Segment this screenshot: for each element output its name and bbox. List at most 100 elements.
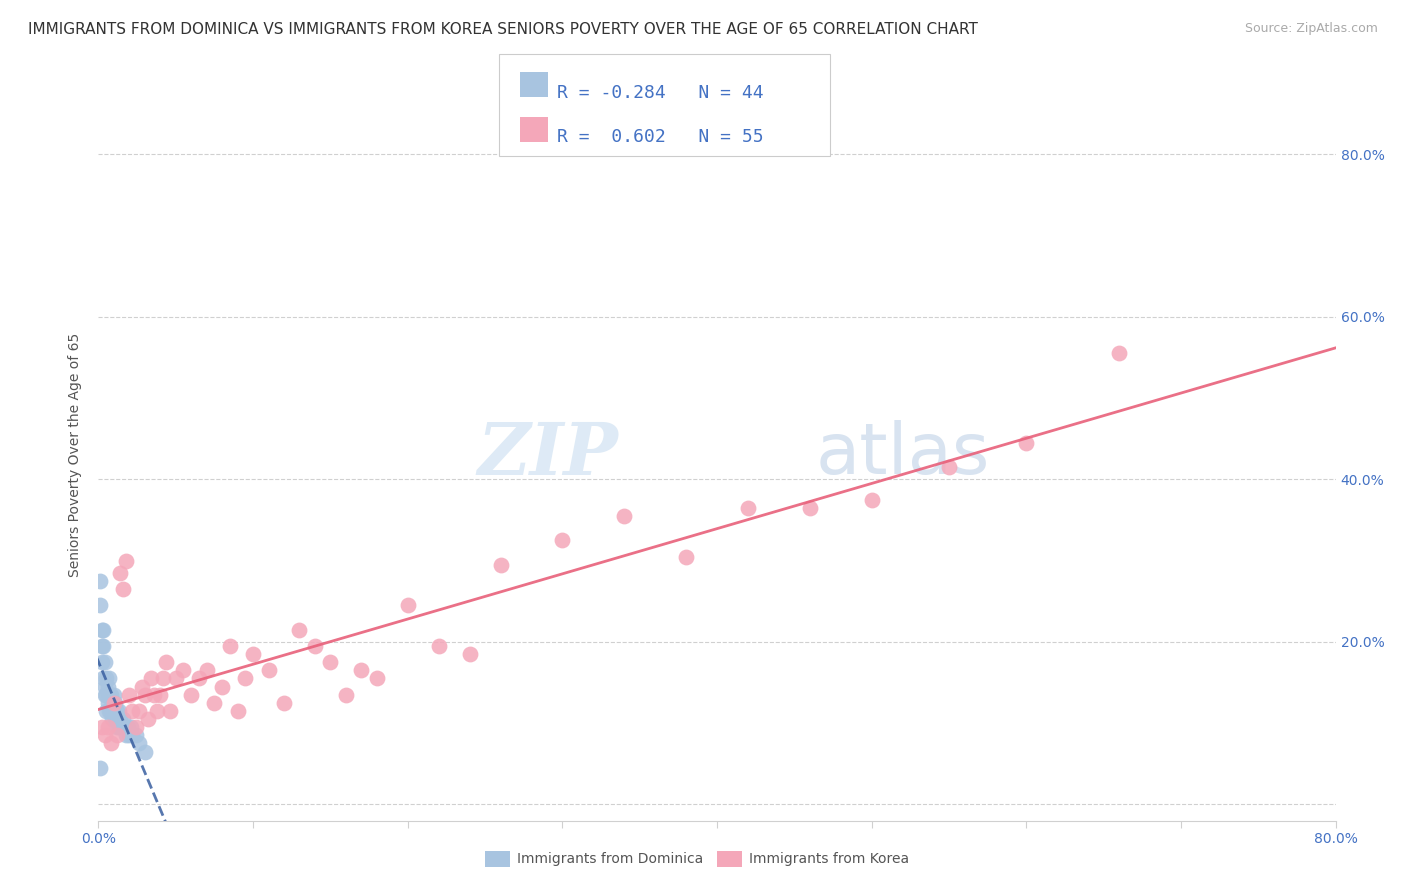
Point — [107, 704, 129, 718]
Point — [1015, 435, 1038, 450]
Point — [90, 655, 112, 669]
Point — [98, 672, 121, 686]
Point — [104, 712, 127, 726]
Point — [737, 500, 759, 515]
Point — [350, 663, 373, 677]
Point — [273, 696, 295, 710]
Point — [396, 599, 419, 613]
Point — [173, 663, 195, 677]
Y-axis label: Seniors Poverty Over the Age of 65: Seniors Poverty Over the Age of 65 — [69, 333, 83, 577]
Point — [112, 582, 135, 596]
Point — [613, 508, 636, 523]
Point — [96, 688, 118, 702]
Point — [100, 688, 122, 702]
Point — [489, 558, 512, 572]
Point — [103, 704, 125, 718]
Point — [124, 720, 146, 734]
Point — [108, 712, 131, 726]
Point — [180, 688, 202, 702]
Point — [139, 672, 162, 686]
Point — [107, 720, 129, 734]
Point — [124, 728, 146, 742]
Text: Immigrants from Dominica: Immigrants from Dominica — [517, 852, 703, 866]
Point — [938, 460, 960, 475]
Point — [165, 672, 187, 686]
Point — [115, 553, 138, 567]
Point — [98, 704, 121, 718]
Point — [121, 728, 143, 742]
Point — [108, 566, 131, 580]
Point — [100, 704, 122, 718]
Point — [860, 492, 883, 507]
Point — [101, 696, 124, 710]
Point — [235, 672, 257, 686]
Point — [319, 655, 342, 669]
Point — [103, 696, 125, 710]
Point — [117, 720, 139, 734]
Point — [118, 688, 141, 702]
Point — [93, 680, 115, 694]
Text: Source: ZipAtlas.com: Source: ZipAtlas.com — [1244, 22, 1378, 36]
Point — [97, 696, 120, 710]
Point — [90, 623, 112, 637]
Point — [121, 704, 143, 718]
Point — [90, 639, 112, 653]
Point — [90, 720, 112, 734]
Point — [91, 639, 114, 653]
Point — [155, 655, 177, 669]
Point — [104, 696, 127, 710]
Text: IMMIGRANTS FROM DOMINICA VS IMMIGRANTS FROM KOREA SENIORS POVERTY OVER THE AGE O: IMMIGRANTS FROM DOMINICA VS IMMIGRANTS F… — [28, 22, 979, 37]
Point — [111, 720, 134, 734]
Point — [96, 704, 118, 718]
Point — [91, 672, 114, 686]
Point — [204, 696, 226, 710]
Point — [458, 647, 481, 661]
Point — [219, 639, 242, 653]
Point — [97, 720, 120, 734]
Point — [89, 574, 111, 588]
Point — [89, 599, 111, 613]
Point — [114, 720, 136, 734]
Point — [288, 623, 311, 637]
Point — [143, 688, 166, 702]
Point — [366, 672, 388, 686]
Point — [118, 728, 141, 742]
Point — [211, 680, 233, 694]
Point — [226, 704, 249, 718]
Point — [136, 712, 159, 726]
Point — [98, 688, 121, 702]
Point — [149, 688, 172, 702]
Point — [101, 712, 124, 726]
Point — [427, 639, 450, 653]
Point — [93, 688, 115, 702]
Point — [152, 672, 174, 686]
Point — [93, 655, 115, 669]
Point — [128, 704, 150, 718]
Point — [799, 500, 821, 515]
Point — [131, 680, 153, 694]
Point — [91, 623, 114, 637]
Point — [146, 704, 169, 718]
Text: Immigrants from Korea: Immigrants from Korea — [749, 852, 910, 866]
Point — [93, 728, 115, 742]
Point — [96, 672, 118, 686]
Point — [159, 704, 181, 718]
Point — [105, 704, 128, 718]
Point — [551, 533, 574, 548]
Point — [100, 736, 122, 750]
Point — [257, 663, 280, 677]
Text: R =  0.602   N = 55: R = 0.602 N = 55 — [557, 128, 763, 146]
Point — [97, 680, 120, 694]
Point — [304, 639, 326, 653]
Text: atlas: atlas — [815, 420, 990, 490]
Point — [1108, 346, 1130, 360]
Point — [188, 672, 211, 686]
Point — [335, 688, 357, 702]
Point — [112, 712, 135, 726]
Point — [134, 745, 156, 759]
Point — [128, 736, 150, 750]
Point — [89, 761, 111, 775]
Point — [134, 688, 156, 702]
Point — [103, 688, 125, 702]
Point — [675, 549, 697, 564]
